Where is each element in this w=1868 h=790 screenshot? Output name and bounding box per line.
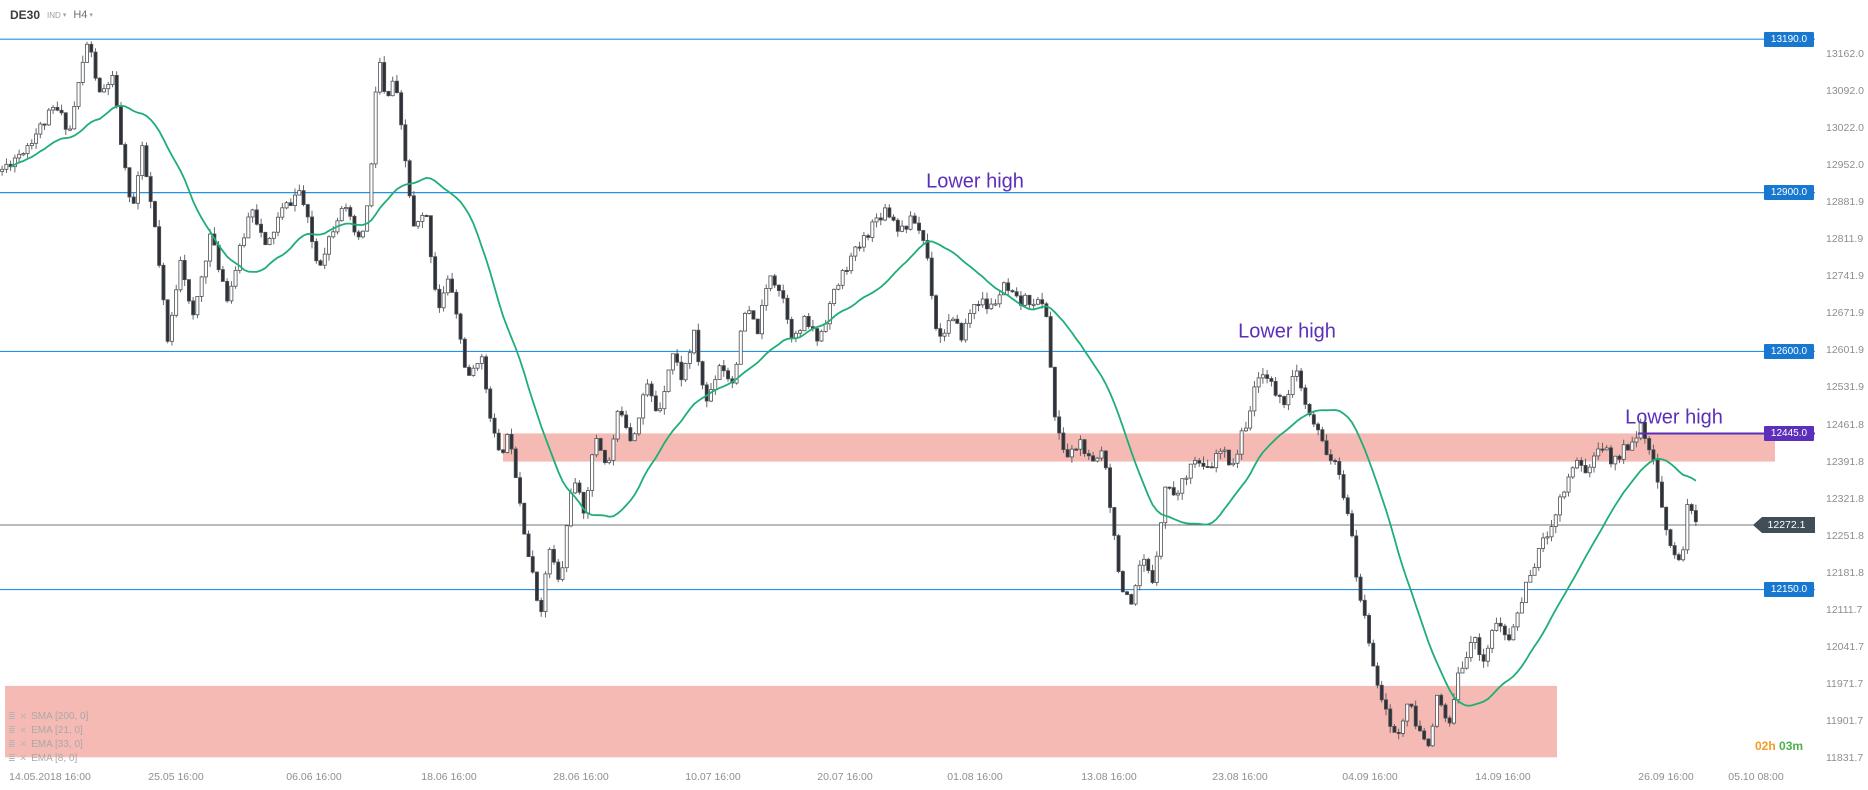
price-level-badge[interactable]: 12445.0 (1764, 425, 1814, 441)
price-axis-label: 11971.7 (1826, 677, 1864, 690)
resistance-zone[interactable] (503, 433, 1775, 462)
price-level-badge[interactable]: 12600.0 (1764, 343, 1814, 359)
price-axis-label: 12601.9 (1826, 344, 1864, 357)
current-price-badge: 12272.1 (1753, 516, 1815, 533)
price-axis-label: 12741.9 (1826, 270, 1864, 283)
indicator-settings-icon[interactable]: ≣ (8, 710, 16, 721)
price-axis-label: 12811.9 (1826, 233, 1864, 246)
price-axis-label: 12671.9 (1826, 307, 1864, 320)
candle-bodies (0, 43, 1698, 747)
instrument-header: DE30 IND ▾ H4 ▾ (10, 8, 93, 22)
price-axis-label: 12251.8 (1826, 529, 1864, 542)
indicator-label: EMA [8, 0] (31, 752, 78, 764)
lower-high-annotation[interactable]: Lower high (926, 170, 1024, 193)
indicator-remove-icon[interactable]: ✕ (19, 738, 28, 749)
indicator-legend-row[interactable]: ≣ ✕ EMA [8, 0] (8, 751, 88, 765)
time-axis-label: 10.07 16:00 (685, 771, 741, 783)
candle-countdown-timer: 02h 03m (1755, 739, 1803, 753)
indicator-legend-row[interactable]: ≣ ✕ SMA [200, 0] (8, 709, 88, 723)
lower-high-annotation[interactable]: Lower high (1625, 406, 1723, 429)
indicator-legend-row[interactable]: ≣ ✕ EMA [21, 0] (8, 723, 88, 737)
time-axis-label: 18.06 16:00 (421, 771, 477, 783)
time-axis-label: 14.05.2018 16:00 (9, 771, 91, 783)
instrument-category-label: IND (47, 10, 61, 20)
time-axis-label: 20.07 16:00 (817, 771, 873, 783)
price-axis-label: 12952.0 (1826, 159, 1864, 172)
time-axis-label: 23.08 16:00 (1212, 771, 1268, 783)
candle-wicks (1, 41, 1697, 748)
price-axis-label: 12181.8 (1826, 566, 1864, 579)
time-axis-label: 13.08 16:00 (1081, 771, 1137, 783)
indicator-remove-icon[interactable]: ✕ (19, 710, 28, 721)
time-axis-label: 05.10 08:00 (1728, 771, 1784, 783)
indicator-remove-icon[interactable]: ✕ (19, 724, 28, 735)
lower-high-annotation[interactable]: Lower high (1238, 320, 1336, 343)
indicator-settings-icon[interactable]: ≣ (8, 738, 16, 749)
instrument-category-dropdown[interactable]: IND ▾ (47, 11, 66, 20)
moving-average-line[interactable] (10, 104, 1697, 707)
time-axis-label: 28.06 16:00 (553, 771, 609, 783)
symbol-label[interactable]: DE30 (10, 8, 41, 22)
price-axis-label: 12321.8 (1826, 492, 1864, 505)
price-axis-label: 12881.9 (1826, 196, 1864, 209)
timeframe-label: H4 (73, 9, 88, 21)
indicator-settings-icon[interactable]: ≣ (8, 752, 16, 763)
indicator-settings-icon[interactable]: ≣ (8, 724, 16, 735)
indicator-legend-row[interactable]: ≣ ✕ EMA [33, 0] (8, 737, 88, 751)
price-axis-label: 13162.0 (1826, 48, 1864, 60)
price-axis-label: 13092.0 (1826, 85, 1864, 98)
price-level-badge[interactable]: 12900.0 (1764, 185, 1814, 201)
price-axis-label: 12111.7 (1826, 603, 1863, 616)
time-axis-label: 26.09 16:00 (1638, 771, 1694, 783)
indicator-label: EMA [33, 0] (31, 738, 83, 750)
price-axis-label: 13022.0 (1826, 122, 1864, 135)
price-level-badge[interactable]: 13190.0 (1764, 31, 1814, 47)
indicator-label: EMA [21, 0] (31, 724, 83, 736)
indicator-remove-icon[interactable]: ✕ (19, 752, 28, 763)
price-level-badge[interactable]: 12150.0 (1764, 582, 1814, 598)
time-axis-label: 01.08 16:00 (947, 771, 1003, 783)
price-axis-label: 12461.8 (1826, 418, 1864, 431)
price-axis-label: 12531.9 (1826, 381, 1864, 394)
indicator-legend: ≣ ✕ SMA [200, 0] ≣ ✕ EMA [21, 0] ≣ ✕ EMA [33, 0]… (8, 709, 88, 765)
time-axis-label: 06.06 16:00 (286, 771, 342, 783)
time-axis-label: 25.05 16:00 (148, 771, 204, 783)
price-axis-label: 11831.7 (1826, 752, 1864, 764)
timer-minutes: 03m (1779, 739, 1804, 753)
price-axis-label: 11901.7 (1826, 714, 1864, 727)
indicator-label: SMA [200, 0] (31, 710, 89, 722)
chevron-down-icon: ▾ (62, 12, 67, 19)
timeframe-selector[interactable]: H4 ▾ (73, 9, 93, 21)
chevron-down-icon: ▾ (89, 12, 93, 19)
time-axis-label: 04.09 16:00 (1342, 771, 1398, 783)
timer-hours: 02h (1755, 739, 1776, 753)
time-axis-label: 14.09 16:00 (1475, 771, 1531, 783)
demand-zone[interactable] (5, 685, 1557, 758)
price-axis-label: 12041.7 (1826, 640, 1864, 653)
price-axis-label: 12391.8 (1826, 455, 1864, 468)
